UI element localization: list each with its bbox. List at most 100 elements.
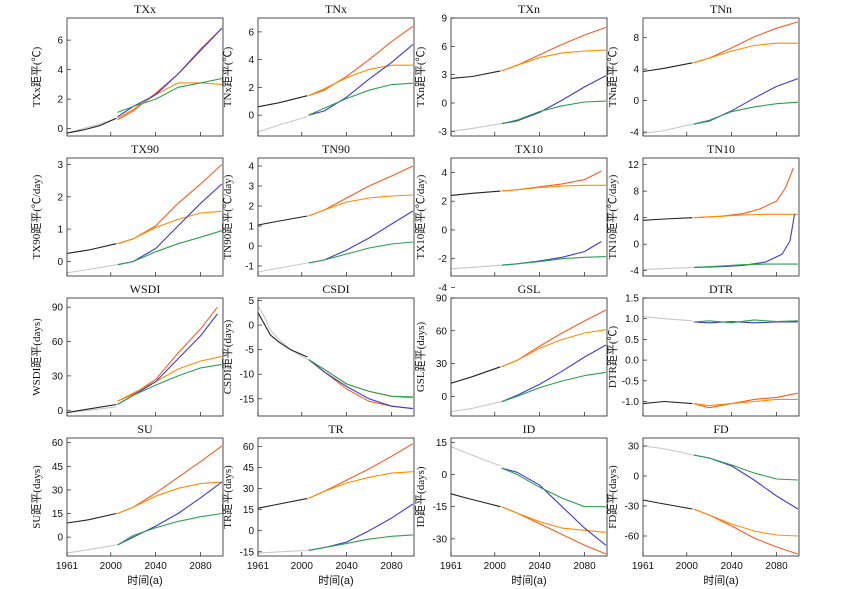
series-line-3 [693,42,798,64]
panel-title: SU [137,422,153,436]
y-tick-label: -30 [433,534,448,545]
y-axis-label: SU距平(days) [30,465,43,529]
y-tick-label: 15 [243,505,255,516]
y-axis-label: TX10距平(℃/day) [414,174,427,259]
panel-tn90: TN90 -1 0 1 2 3 4 TN90距平(℃/day) [221,142,415,277]
y-tick-label: 2 [57,192,63,203]
series-line-4 [308,210,414,264]
y-tick-label: -60 [625,532,640,543]
series-line-1 [257,215,308,226]
y-tick-label: 4 [57,65,63,76]
y-tick-label: 60 [436,326,448,337]
series-line-0 [257,116,308,133]
x-axis-label: 时间(a) [127,574,162,587]
y-tick-label: 0.0 [625,356,639,367]
series-line-5 [693,454,798,481]
y-axis-label: WSDI距平(days) [30,318,43,396]
x-axis-label: 时间(a) [511,574,546,587]
series-line-0 [642,316,693,322]
series-line-5 [117,363,222,405]
x-tick-label: 2000 [100,561,123,572]
series-line-2 [693,508,799,555]
y-tick-label: 3 [441,70,447,81]
series-line-1 [642,499,693,510]
y-tick-label: 5 [248,296,254,307]
y-tick-label: 60 [52,337,64,348]
y-axis-label: GSL距平(days) [414,322,427,393]
y-tick-label: -4 [630,128,639,139]
series-line-4 [308,359,413,410]
plot-frame [257,437,415,557]
y-tick-label: 1.0 [625,314,639,325]
y-tick-label: 4 [248,162,254,173]
series-line-1 [642,62,693,73]
panel-csdi: CSDI -15 -10 -5 0 5 CSDI距平(days) [221,282,415,417]
x-tick-label: 2000 [484,561,507,572]
series-line-2 [501,506,607,555]
plot-frame [66,297,224,417]
y-axis-label: TXn距平(℃) [414,46,427,107]
series-line-2 [501,170,602,192]
y-tick-label: 6 [248,27,254,38]
y-tick-label: 6 [441,42,447,53]
panel-title: GSL [518,282,541,296]
series-line-2 [308,165,414,217]
series-line-3 [117,82,222,119]
plot-frame [257,157,415,277]
x-tick-label: 2080 [189,561,212,572]
series-line-5 [308,359,413,398]
panel-tnn: TNn -4 0 4 8 TNn距平(℃) [606,2,800,139]
panel-dtr: DTR -1.0 -0.5 0.0 0.5 1.0 1.5 DTR距平(℃) [606,282,800,417]
y-tick-label: 8 [633,33,639,44]
series-line-2 [501,309,607,368]
y-tick-label: 0 [248,111,254,122]
panel-title: TX10 [515,142,543,156]
series-line-4 [693,454,799,510]
plot-frame [450,17,608,137]
series-line-4 [117,27,223,118]
series-line-3 [501,506,606,533]
y-tick-label: 3 [57,160,63,171]
y-tick-label: 0 [248,321,254,332]
series-line-0 [450,264,501,270]
series-line-2 [501,26,607,72]
y-tick-label: 12 [628,160,640,171]
y-axis-label: TNn距平(℃) [606,46,619,107]
y-tick-label: 0 [633,472,639,483]
series-line-1 [450,366,501,384]
y-tick-label: 2 [248,83,254,94]
plot-frame [450,297,608,417]
series-line-2 [308,359,413,410]
y-tick-label: 0.5 [625,335,639,346]
series-line-3 [693,398,798,407]
plot-frame [642,157,800,277]
y-tick-label: -15 [240,394,255,405]
x-tick-label: 1961 [247,561,270,572]
y-axis-label: TN90距平(℃/day) [221,174,234,259]
plot-frame [66,437,224,557]
panel-fd: FD -60 -30 0 30 FD距平(days) 1961 2000 2040 2080 时间(… [606,422,800,587]
x-tick-label: 1961 [440,561,463,572]
panel-title: TXx [134,2,156,16]
series-line-3 [501,49,606,72]
y-axis-label: FD距平(days) [606,465,619,529]
series-line-3 [693,213,798,219]
panel-tn10: TN10 -4 0 4 8 12 TN10距平(℃/day) [606,142,800,277]
series-line-3 [308,64,413,97]
panel-title: FD [713,422,729,436]
y-tick-label: 60 [243,442,255,453]
plot-frame [642,297,800,417]
series-line-3 [117,210,222,245]
panel-title: TNx [325,2,347,16]
series-line-2 [117,445,223,515]
series-line-3 [117,355,223,402]
y-tick-label: 0 [57,406,63,417]
y-axis-label: CSDI距平(days) [221,319,234,394]
series-line-2 [117,306,218,402]
y-tick-label: -0.5 [622,376,640,387]
series-line-1 [66,403,117,414]
series-line-5 [117,512,222,546]
y-tick-label: 30 [52,485,64,496]
y-tick-label: -2 [438,254,447,265]
